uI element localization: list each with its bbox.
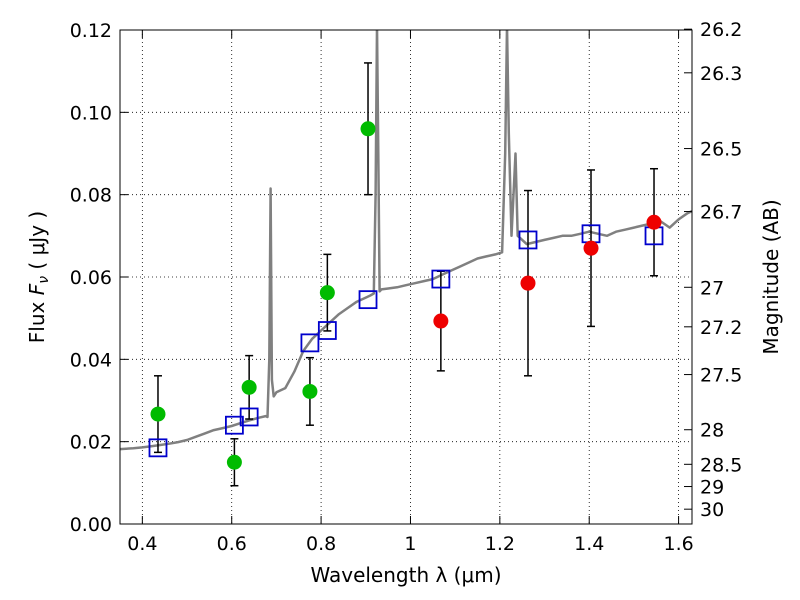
optical-data-point [319,285,335,301]
x-tick-label: 0.8 [306,533,336,555]
right-tick-label: 26.5 [700,139,742,161]
axis-ticks: 0.4 0.6 0.8 1 1.2 1.4 1.6 0.00 0.02 0.04 0.06 0.08 0… [70,19,743,555]
x-tick-label: 1.6 [663,533,693,555]
optical-data-point [241,379,257,395]
model-photometry-square [300,333,320,353]
optical-data-point [302,383,318,399]
y-tick-label: 0.02 [70,432,112,454]
right-tick-label: 26.2 [700,19,742,41]
nir-data-point [583,240,599,256]
y-tick-label: 0.12 [70,20,112,42]
optical-data-point [360,121,376,137]
optical-data-point [150,406,166,422]
y-tick-label: 0.06 [70,267,112,289]
x-tick-label: 0.4 [127,533,157,555]
y-tick-label: 0.10 [70,102,112,124]
nir-data-point [646,214,662,230]
x-tick-label: 1.4 [574,533,604,555]
right-tick-label: 27.5 [700,365,742,387]
x-tick-label: 1 [404,533,416,555]
y-tick-label: 0.04 [70,349,112,371]
y-tick-label: 0.00 [70,514,112,536]
right-tick-label: 26.3 [700,63,742,85]
right-tick-label: 27 [700,277,724,299]
model-photometry-square [431,269,451,289]
y-axis-title-symbol: F [25,283,49,295]
right-tick-label: 28.5 [700,454,742,476]
right-tick-label: 28 [700,420,724,442]
model-photometry-square [358,290,378,310]
grid-lines [120,29,692,525]
right-axis-title: Magnitude (AB) [759,199,783,354]
right-tick-label: 26.7 [700,202,742,224]
error-bars [153,62,659,487]
data-markers [148,121,664,470]
model-photometry-square [317,321,337,340]
x-tick-label: 0.6 [217,533,247,555]
x-tick-label: 1.2 [485,533,515,555]
plot-frame [119,29,693,525]
y-axis-title: Flux Fν ( μJy ) [25,211,52,343]
model-photometry-square [148,438,168,458]
model-spectrum-line [120,30,692,451]
right-tick-label: 29 [700,477,724,499]
y-axis-title-post: ( μJy ) [25,211,49,276]
right-tick-label: 30 [700,499,724,521]
nir-data-point [520,275,536,291]
model-photometry-square [518,230,538,250]
nir-data-point [433,313,449,329]
model-photometry-square [239,407,259,427]
y-axis-title-pre: Flux [25,295,49,343]
x-axis-title: Wavelength λ (μm) [310,563,501,587]
right-tick-label: 27.2 [700,317,742,339]
optical-data-point [226,454,242,470]
y-tick-label: 0.08 [70,185,112,207]
y-axis-title-subscript: ν [36,276,52,284]
